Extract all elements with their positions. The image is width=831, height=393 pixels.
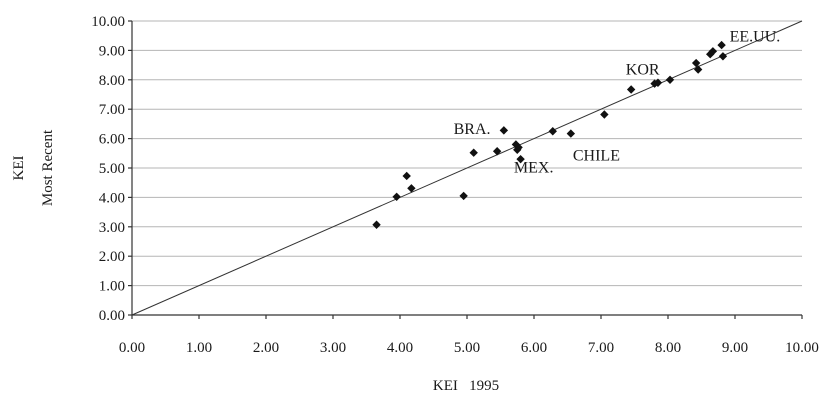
data-point-7 (499, 126, 509, 135)
data-point-10 (514, 143, 523, 152)
x-tick-label-6: 6.00 (521, 340, 547, 356)
data-points (372, 40, 728, 229)
data-point-12 (548, 127, 557, 136)
y-tick-label-4: 4.00 (99, 190, 125, 206)
x-tick-label-5: 5.00 (454, 340, 480, 356)
x-tick-label-10: 10.00 (785, 340, 819, 356)
data-point-0 (372, 220, 381, 229)
x-tick-label-4: 4.00 (387, 340, 413, 356)
x-tick-label-2: 2.00 (253, 340, 279, 356)
data-point-6 (492, 147, 502, 156)
y-tick-label-8: 8.00 (99, 73, 125, 89)
reference-line-layer (131, 20, 803, 316)
y-tick-label-9: 9.00 (99, 43, 125, 59)
reference-line (131, 20, 803, 316)
x-tick-label-3: 3.00 (320, 340, 346, 356)
annotation-mex: MEX. (514, 159, 554, 176)
grid-lines (132, 20, 802, 287)
data-point-2 (402, 171, 411, 181)
y-tick-labels: 0.00 1.00 2.00 3.00 4.00 5.00 6.00 7.00 8.00 9.00… (91, 14, 125, 324)
y-tick-label-7: 7.00 (99, 102, 125, 118)
x-tick-label-0: 0.00 (119, 340, 145, 356)
x-tick-labels: 0.00 1.00 2.00 3.00 4.00 5.00 6.00 7.00 8.00 9.00… (119, 340, 819, 356)
y-tick-label-3: 3.00 (99, 220, 125, 236)
data-point-8 (511, 140, 521, 149)
x-tick-label-7: 7.00 (588, 340, 614, 356)
annotation-eeuu: EE.UU. (730, 29, 781, 46)
annotation-chile: CHILE (573, 148, 620, 165)
data-point-20 (693, 65, 703, 74)
y-tick-label-1: 1.00 (99, 279, 125, 295)
data-point-13 (566, 129, 576, 138)
y-tick-label-5: 5.00 (99, 161, 125, 177)
axes (128, 20, 803, 319)
data-point-23 (717, 40, 726, 50)
x-tick-label-8: 8.00 (655, 340, 681, 356)
data-point-19 (691, 58, 701, 68)
annotation-kor: KOR (626, 62, 660, 79)
y-tick-label-6: 6.00 (99, 132, 125, 148)
annotations: BRA. MEX. CHILE KOR EE.UU. (454, 29, 781, 177)
data-point-24 (718, 52, 728, 61)
data-point-18 (665, 75, 675, 84)
data-point-16 (650, 79, 659, 88)
data-point-3 (407, 184, 416, 193)
data-point-4 (459, 191, 468, 201)
data-point-17 (653, 78, 663, 87)
y-tick-label-2: 2.00 (99, 249, 125, 265)
x-tick-label-9: 9.00 (722, 340, 748, 356)
data-point-11 (516, 154, 525, 164)
x-tick-label-1: 1.00 (186, 340, 212, 356)
data-point-14 (600, 110, 609, 119)
data-point-15 (626, 85, 636, 94)
data-point-22 (708, 47, 718, 56)
data-point-1 (392, 192, 401, 202)
annotation-bra: BRA. (454, 121, 491, 138)
data-point-5 (469, 148, 478, 157)
y-axis-title-line1: KEI (11, 156, 27, 181)
x-axis-title: KEI 1995 (433, 378, 499, 393)
y-tick-label-0: 0.00 (99, 308, 125, 324)
y-tick-label-10: 10.00 (91, 14, 125, 30)
y-axis-title-line2: Most Recent (40, 129, 56, 206)
